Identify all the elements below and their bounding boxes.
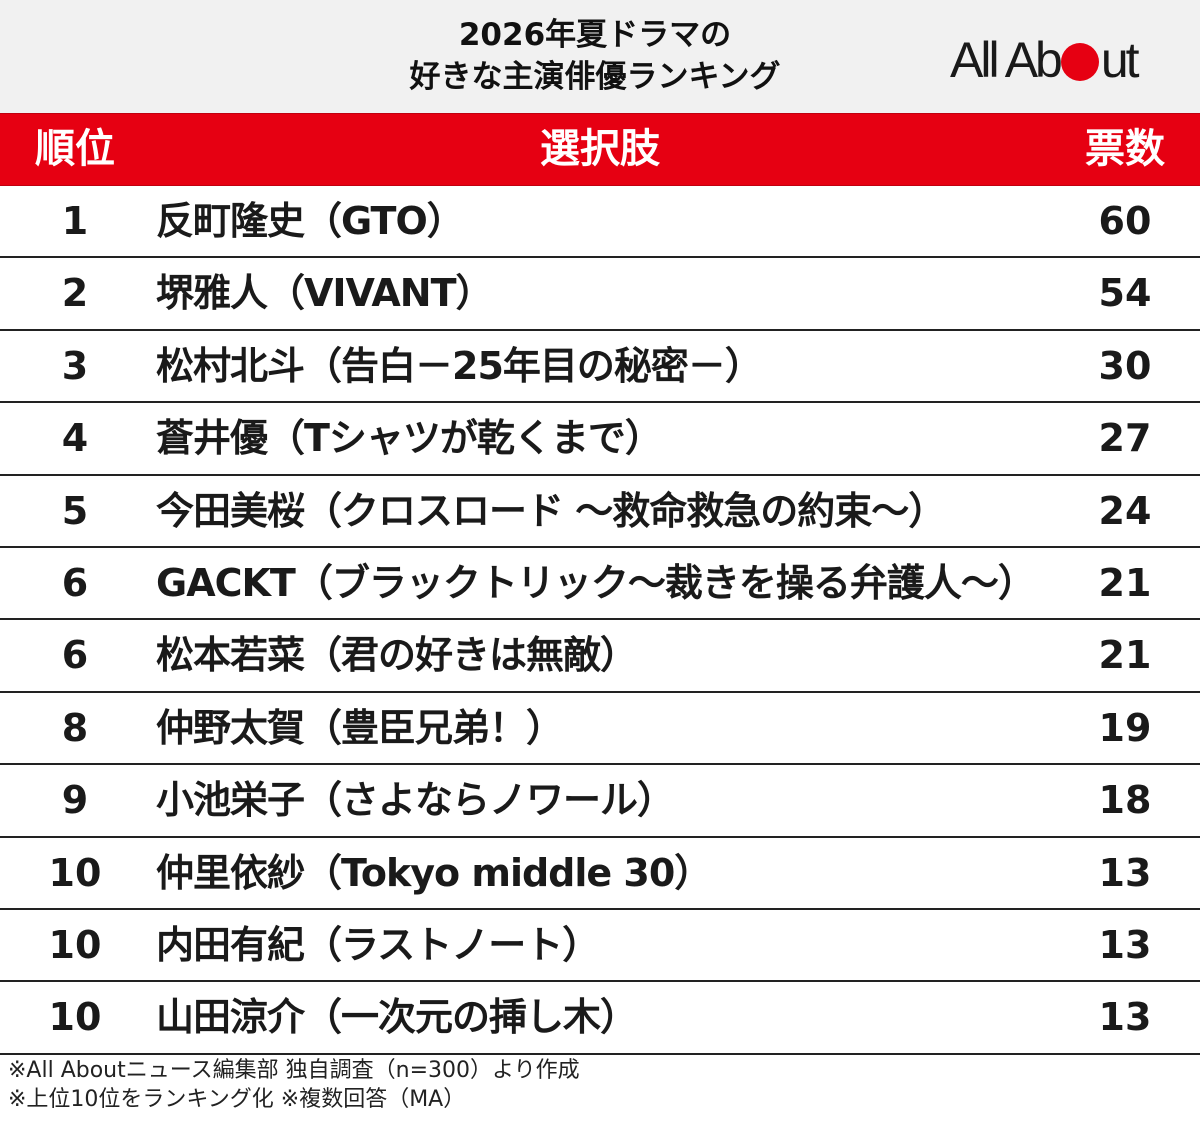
header: 2026年夏ドラマの 好きな主演俳優ランキング All Ab ut — [0, 0, 1200, 113]
choice-cell: 反町隆史（GTO） — [156, 199, 465, 243]
table-row: 10 内田有紀（ラストノート） 13 — [0, 910, 1200, 983]
table-row: 10 山田涼介（一次元の挿し木） 13 — [0, 982, 1200, 1055]
column-header-votes: 票数 — [1085, 126, 1165, 172]
choice-cell: 蒼井優（Tシャツが乾くまで） — [156, 416, 663, 461]
choice-cell: GACKT（ブラックトリック～裁きを操る弁護人～） — [156, 560, 1036, 605]
title-line-1: 2026年夏ドラマの — [458, 17, 732, 53]
rank-cell: 3 — [61, 343, 89, 388]
votes-cell: 13 — [1098, 995, 1152, 1040]
votes-cell: 21 — [1098, 560, 1152, 605]
table-header: 順位 選択肢 票数 — [0, 113, 1200, 186]
votes-cell: 13 — [1098, 922, 1152, 967]
choice-cell: 松本若菜（君の好きは無敵） — [156, 633, 638, 678]
table-row: 2 堺雅人（VIVANT） 54 — [0, 258, 1200, 331]
rank-cell: 6 — [61, 560, 89, 605]
table-row: 10 仲里依紗（Tokyo middle 30） 13 — [0, 838, 1200, 910]
table-row: 5 今田美桜（クロスロード ～救命救急の約束～） 24 — [0, 476, 1200, 548]
votes-cell: 21 — [1098, 633, 1152, 678]
table-row: 3 松村北斗（告白－25年目の秘密－） 30 — [0, 331, 1200, 404]
all-about-logo: All Ab ut — [950, 30, 1140, 90]
choice-cell: 今田美桜（クロスロード ～救命救急の約束～） — [156, 488, 946, 533]
table-row: 1 反町隆史（GTO） 60 — [0, 186, 1200, 259]
rank-cell: 1 — [61, 199, 89, 243]
rank-cell: 10 — [48, 995, 102, 1040]
page-title: 2026年夏ドラマの 好きな主演俳優ランキング — [0, 14, 1190, 98]
table-row: 4 蒼井優（Tシャツが乾くまで） 27 — [0, 403, 1200, 476]
rank-cell: 5 — [61, 488, 89, 533]
logo-text-start: All Ab — [950, 32, 1063, 88]
rank-cell: 6 — [61, 633, 89, 678]
votes-cell: 13 — [1098, 850, 1152, 895]
footnotes: ※All Aboutニュース編集部 独自調査（n=300）より作成 ※上位10位… — [8, 1056, 580, 1114]
footnote-method: ※上位10位をランキング化 ※複数回答（MA） — [8, 1087, 466, 1112]
rank-cell: 10 — [48, 850, 102, 895]
choice-cell: 仲野太賀（豊臣兄弟！） — [156, 705, 564, 750]
choice-cell: 松村北斗（告白－25年目の秘密－） — [156, 343, 763, 388]
column-header-choice: 選択肢 — [540, 126, 660, 172]
choice-cell: 山田涼介（一次元の挿し木） — [156, 995, 638, 1040]
votes-cell: 24 — [1098, 488, 1152, 533]
table-row: 6 松本若菜（君の好きは無敵） 21 — [0, 620, 1200, 693]
votes-cell: 60 — [1098, 199, 1152, 243]
votes-cell: 19 — [1098, 705, 1152, 750]
table-row: 6 GACKT（ブラックトリック～裁きを操る弁護人～） 21 — [0, 548, 1200, 621]
column-header-rank: 順位 — [35, 126, 115, 172]
votes-cell: 27 — [1098, 416, 1152, 461]
choice-cell: 堺雅人（VIVANT） — [156, 271, 494, 316]
choice-cell: 内田有紀（ラストノート） — [156, 922, 600, 967]
rank-cell: 4 — [61, 416, 89, 461]
rank-cell: 8 — [61, 705, 89, 750]
logo-text-end: ut — [1100, 32, 1140, 88]
rank-cell: 10 — [48, 922, 102, 967]
rank-cell: 2 — [61, 271, 89, 316]
votes-cell: 30 — [1098, 343, 1152, 388]
logo-red-dot — [1060, 43, 1099, 81]
table-row: 8 仲野太賀（豊臣兄弟！） 19 — [0, 693, 1200, 766]
choice-cell: 仲里依紗（Tokyo middle 30） — [156, 850, 712, 895]
votes-cell: 54 — [1098, 271, 1152, 316]
votes-cell: 18 — [1098, 778, 1152, 823]
ranking-table-body: 1 反町隆史（GTO） 60 2 堺雅人（VIVANT） 54 3 松村北斗（告… — [0, 186, 1200, 1055]
choice-cell: 小池栄子（さよならノワール） — [156, 778, 675, 823]
table-row: 9 小池栄子（さよならノワール） 18 — [0, 765, 1200, 838]
footnote-source: ※All Aboutニュース編集部 独自調査（n=300）より作成 — [8, 1058, 580, 1083]
title-line-2: 好きな主演俳優ランキング — [409, 59, 781, 95]
rank-cell: 9 — [61, 778, 89, 823]
